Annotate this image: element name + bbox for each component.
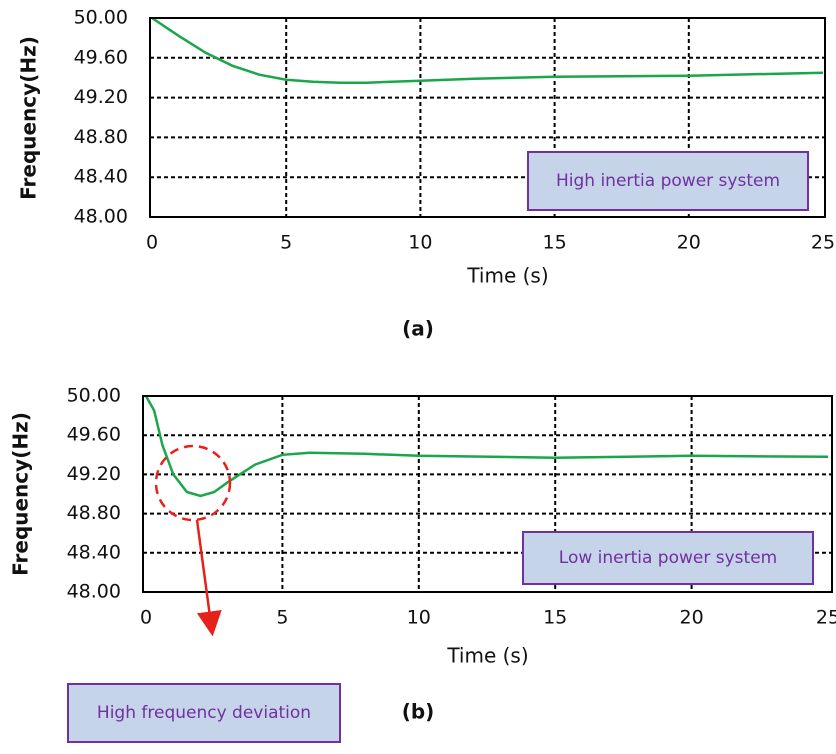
x-tick-label: 25 [811,232,835,254]
x-tick-label: 15 [543,607,567,629]
annotation-box [522,531,814,585]
y-tick-label: 48.40 [74,166,128,188]
annotation-box [527,151,809,211]
y-tick-label: 49.60 [67,424,121,446]
callout-arrow [195,519,222,637]
x-axis-title: Time (s) [466,264,548,288]
x-tick-label: 0 [146,232,158,254]
x-tick-label: 0 [140,607,152,629]
annotation: High frequency deviation [97,703,311,723]
x-tick-label: 5 [280,232,292,254]
plot-frame [142,395,833,593]
y-tick-label: 49.20 [67,463,121,485]
y-tick-label: 48.00 [74,206,128,228]
x-tick-label: 25 [816,607,836,629]
panel-title: (b) [402,700,435,724]
y-axis-title: Frequency(Hz) [17,36,41,200]
y-tick-label: 48.80 [67,502,121,524]
y-tick-label: 49.60 [74,46,128,68]
y-axis-title: Frequency(Hz) [9,412,33,576]
annotation-box [67,683,341,743]
data-line [151,16,824,84]
panel-title: (a) [402,317,434,341]
x-tick-label: 15 [543,232,567,254]
callout-circle [154,444,232,522]
y-tick-label: 49.20 [74,86,128,108]
data-line [144,395,829,498]
y-tick-label: 48.80 [74,126,128,148]
y-tick-label: 48.40 [67,541,121,563]
y-tick-label: 48.00 [67,581,121,603]
x-tick-label: 20 [677,232,701,254]
x-axis-title: Time (s) [446,644,528,668]
x-tick-label: 10 [408,232,432,254]
y-tick-label: 50.00 [74,7,128,29]
annotation: Low inertia power system [559,548,777,568]
x-tick-label: 5 [276,607,288,629]
y-tick-label: 50.00 [67,385,121,407]
x-tick-label: 20 [680,607,704,629]
annotation: High inertia power system [556,171,780,191]
plot-frame [149,17,826,218]
x-tick-label: 10 [407,607,431,629]
